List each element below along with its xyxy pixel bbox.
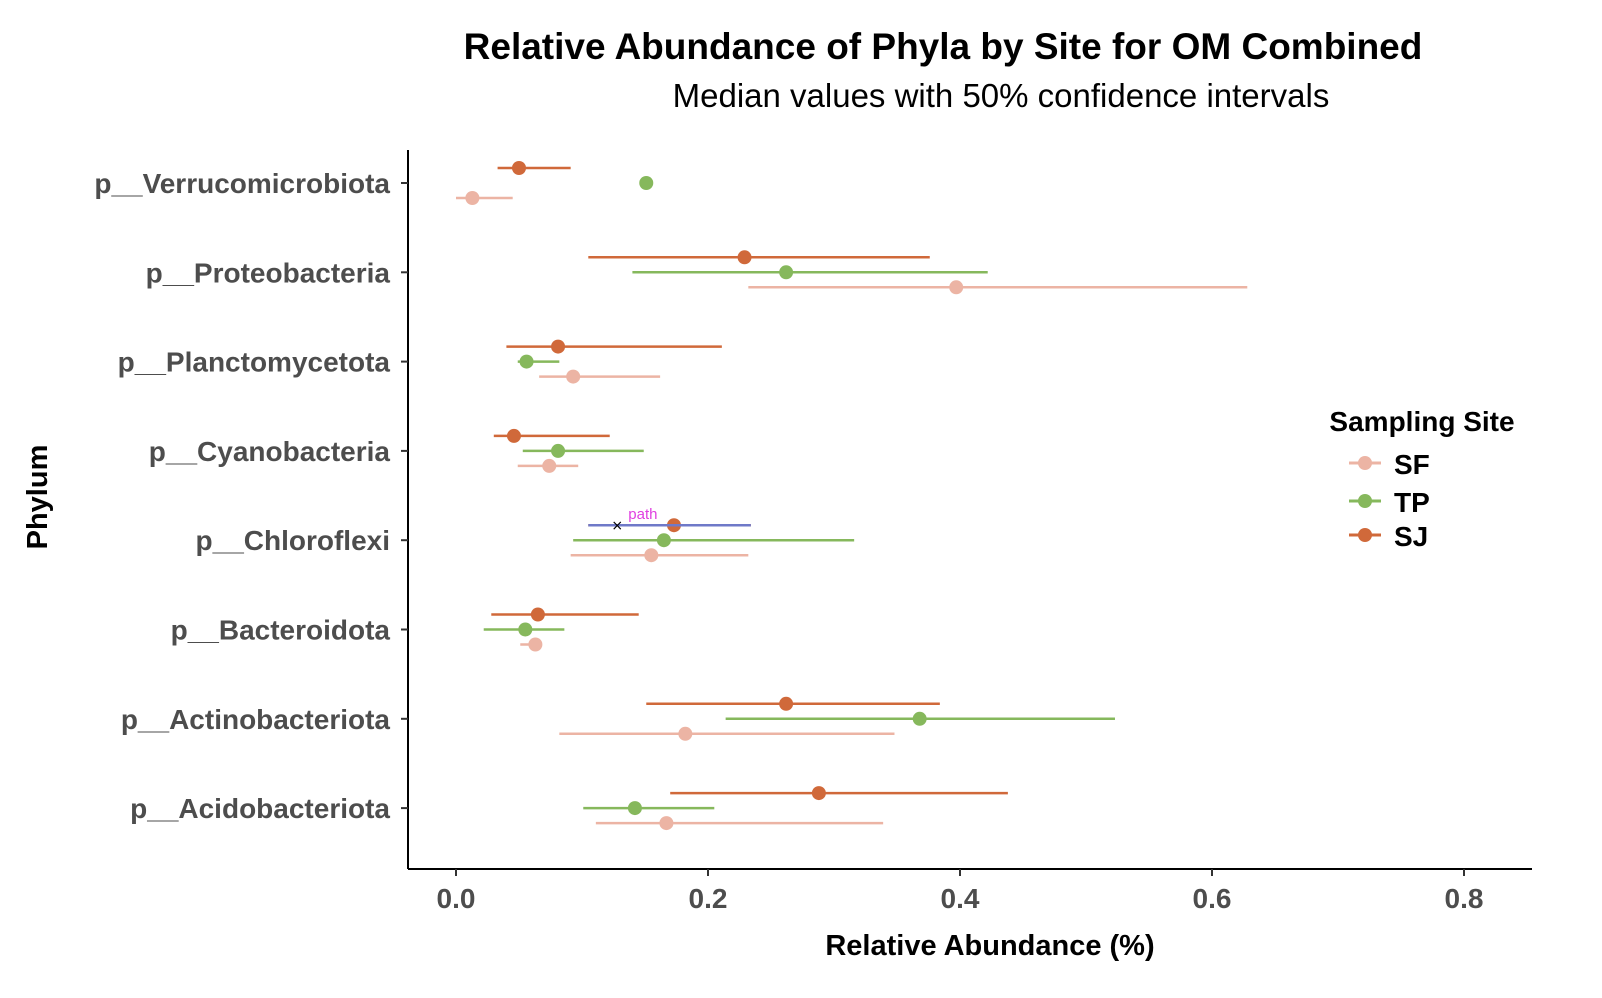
median-point [528, 637, 543, 652]
median-point [627, 801, 642, 816]
median-point [644, 548, 659, 563]
legend-title: Sampling Site [1329, 406, 1514, 437]
x-tick-label: 0.0 [437, 883, 476, 914]
x-axis-title: Relative Abundance (%) [825, 930, 1154, 962]
series-sf [456, 191, 1248, 831]
series-tp [483, 176, 1115, 816]
legend-marker [1358, 528, 1372, 542]
x-tick-label: 0.6 [1193, 883, 1232, 914]
legend-label: SJ [1394, 521, 1428, 552]
path-annotation: × path [588, 506, 751, 534]
y-tick-label: p__Verrucomicrobiota [94, 168, 390, 199]
median-point [949, 280, 964, 295]
median-point [659, 816, 674, 831]
median-point [566, 369, 581, 384]
chart-subtitle: Median values with 50% confidence interv… [673, 77, 1330, 114]
y-axis-title: Phylum [22, 445, 54, 550]
median-point [506, 428, 521, 443]
median-point [779, 265, 794, 280]
median-point [551, 339, 566, 354]
median-point [811, 786, 826, 801]
legend-label: SF [1394, 449, 1430, 480]
median-point [512, 161, 526, 175]
median-point [518, 622, 533, 637]
x-tick-label: 0.4 [941, 883, 980, 914]
chart-title: Relative Abundance of Phyla by Site for … [464, 26, 1423, 67]
legend-item-sf: SF [1349, 449, 1430, 480]
y-tick-label: p__Acidobacteriota [130, 793, 390, 824]
median-point [542, 458, 557, 473]
median-point [551, 443, 566, 458]
legend-marker [1358, 494, 1372, 508]
y-tick-label: p__Planctomycetota [118, 347, 391, 378]
median-point [678, 726, 693, 741]
plot-area: × path [456, 161, 1248, 831]
legend-item-tp: TP [1349, 487, 1430, 518]
annotation-label: path [628, 506, 657, 523]
median-point [639, 176, 654, 190]
y-tick-label: p__Proteobacteria [146, 257, 391, 288]
median-point [779, 696, 794, 711]
x-axis-ticks: 0.0 0.2 0.4 0.6 0.8 [437, 869, 1484, 914]
median-point [465, 191, 480, 205]
x-tick-label: 0.2 [689, 883, 728, 914]
y-tick-label: p__Chloroflexi [196, 525, 390, 556]
median-point [656, 533, 671, 548]
y-tick-label: p__Bacteroidota [171, 615, 391, 646]
legend-marker [1358, 456, 1372, 470]
annotation-marker: × [611, 518, 623, 534]
y-axis-ticks: p__Verrucomicrobiota p__Proteobacteria p__… [94, 168, 408, 824]
median-point [530, 607, 545, 622]
legend-item-sj: SJ [1349, 521, 1428, 552]
median-point [912, 711, 927, 726]
median-point [737, 250, 752, 265]
y-tick-label: p__Cyanobacteria [149, 436, 391, 467]
series-sj [491, 161, 1008, 801]
x-tick-label: 0.8 [1445, 883, 1484, 914]
y-tick-label: p__Actinobacteriota [121, 704, 391, 735]
legend-label: TP [1394, 487, 1430, 518]
median-point [519, 354, 534, 369]
